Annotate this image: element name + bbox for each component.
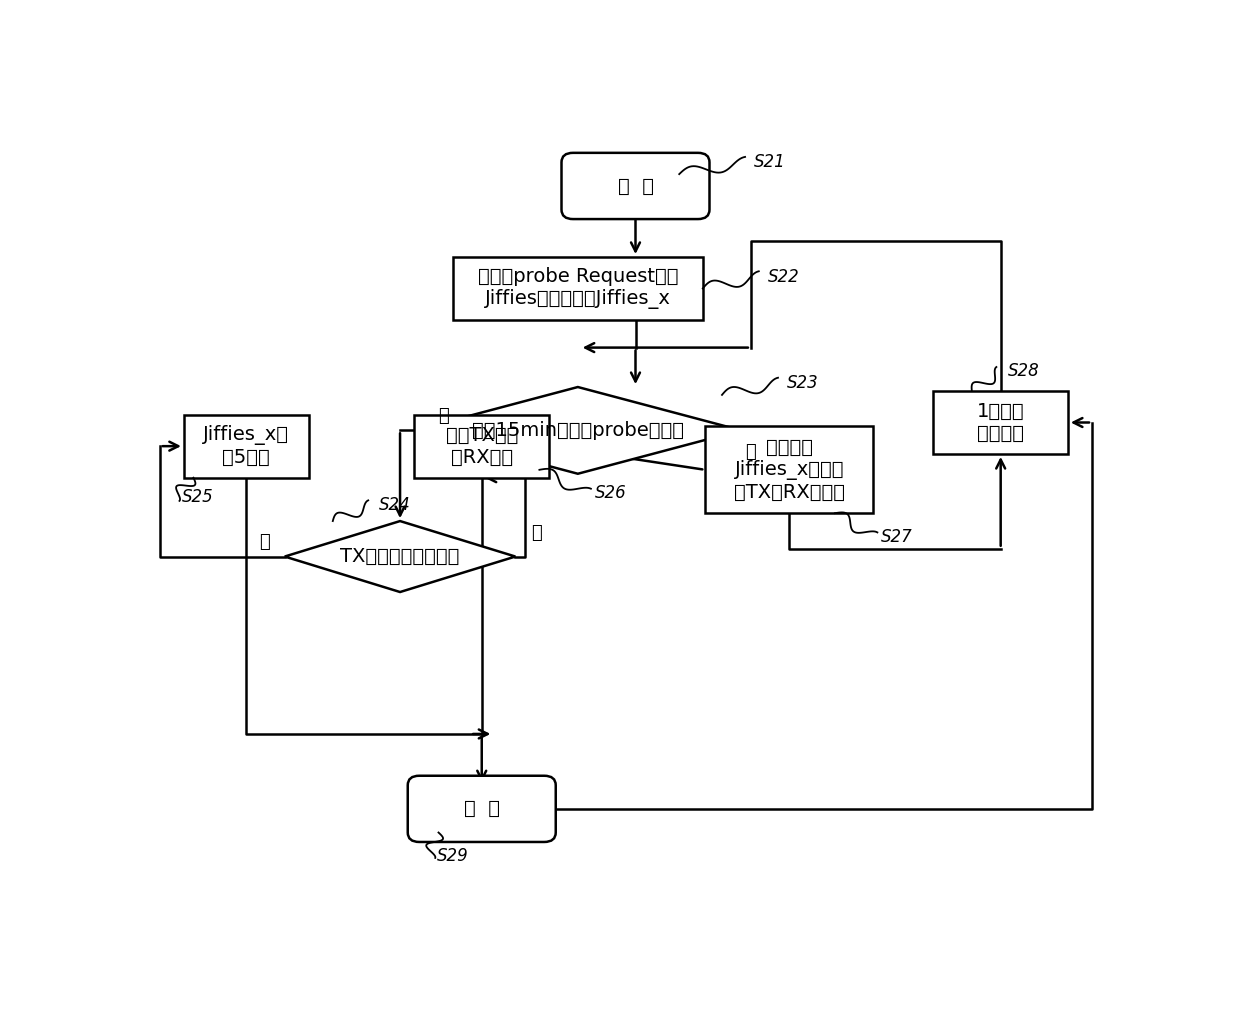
Text: S23: S23 bbox=[787, 374, 820, 392]
Text: 开  始: 开 始 bbox=[618, 176, 653, 196]
Bar bbox=[414, 415, 549, 478]
Text: 接收到probe Request时的
Jiffies值，保存为Jiffies_x: 接收到probe Request时的 Jiffies值，保存为Jiffies_x bbox=[477, 267, 678, 309]
Text: 是: 是 bbox=[531, 524, 542, 542]
Text: S26: S26 bbox=[595, 484, 627, 503]
FancyBboxPatch shape bbox=[562, 153, 709, 219]
Bar bbox=[706, 426, 873, 513]
Polygon shape bbox=[414, 387, 742, 474]
Text: S22: S22 bbox=[768, 267, 800, 286]
Text: 是否15min接收到probe数据帧: 是否15min接收到probe数据帧 bbox=[472, 421, 683, 440]
Polygon shape bbox=[285, 521, 516, 592]
Text: 重新设定
Jiffies_x的值，
且TX、RX都开启: 重新设定 Jiffies_x的值， 且TX、RX都开启 bbox=[734, 438, 844, 502]
Text: 否: 否 bbox=[438, 408, 449, 425]
Text: S24: S24 bbox=[379, 497, 410, 514]
Bar bbox=[934, 391, 1068, 454]
Text: 关闭TX且保
持RX开启: 关闭TX且保 持RX开启 bbox=[445, 426, 518, 467]
Text: S21: S21 bbox=[754, 154, 786, 171]
Text: 否: 否 bbox=[259, 534, 270, 551]
Text: 结  束: 结 束 bbox=[464, 800, 500, 818]
Text: 是: 是 bbox=[745, 443, 756, 462]
Text: S25: S25 bbox=[182, 488, 213, 507]
Text: TX值是否小于某一值: TX值是否小于某一值 bbox=[340, 547, 460, 566]
Bar bbox=[453, 257, 703, 319]
Text: S29: S29 bbox=[436, 847, 469, 865]
Text: S28: S28 bbox=[1008, 362, 1040, 380]
Text: S27: S27 bbox=[882, 527, 913, 546]
Text: Jiffies_x值
加5分钟: Jiffies_x值 加5分钟 bbox=[203, 425, 289, 467]
FancyBboxPatch shape bbox=[408, 776, 556, 842]
Text: 1分钟后
再次检测: 1分钟后 再次检测 bbox=[977, 402, 1024, 443]
Bar bbox=[184, 415, 309, 478]
